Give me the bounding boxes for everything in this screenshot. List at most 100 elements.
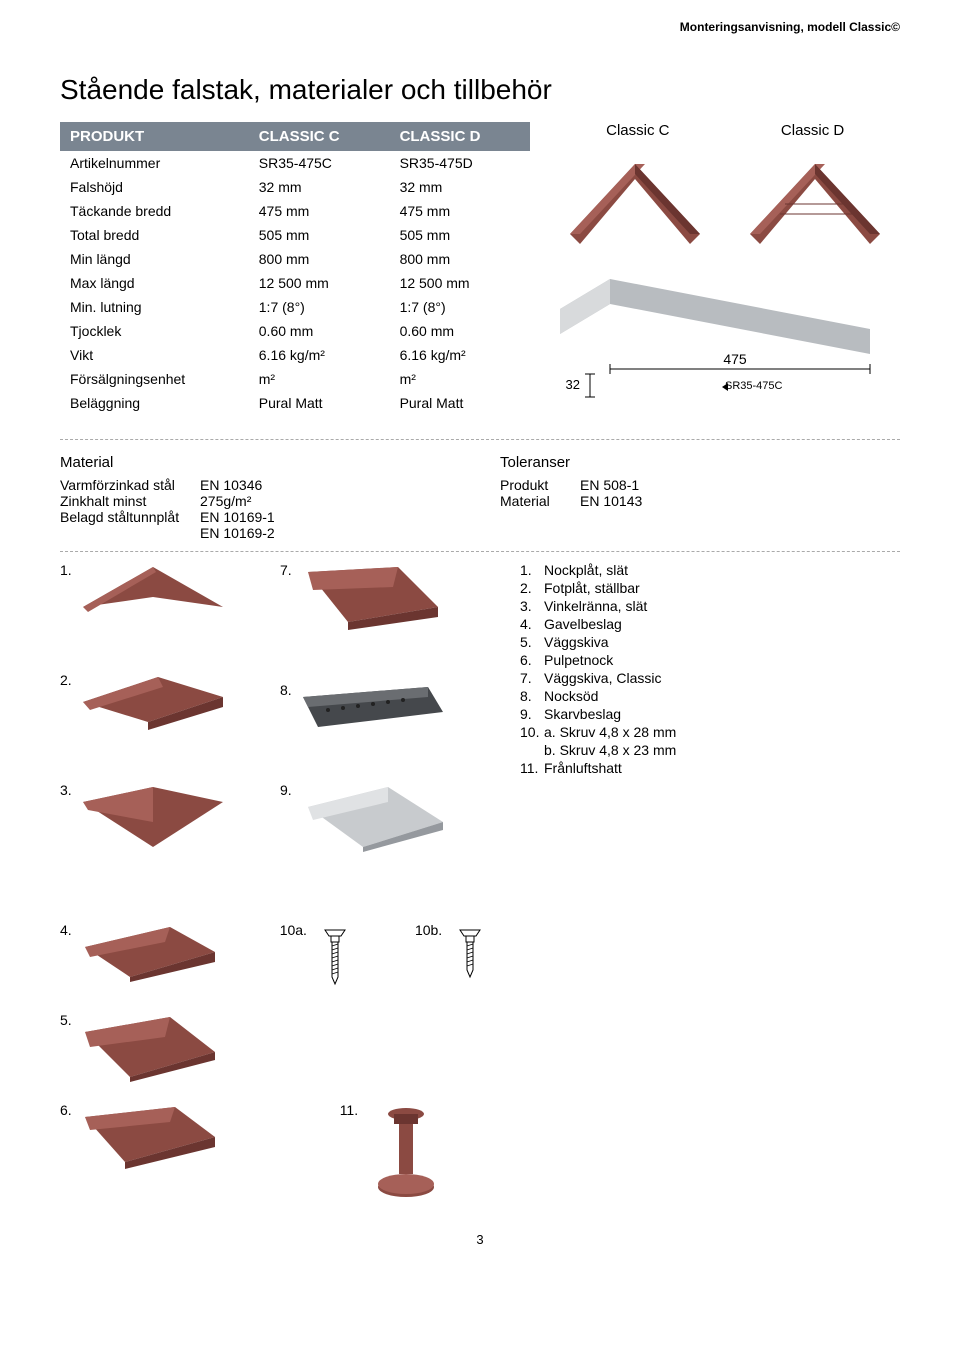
table-cell: 475 mm xyxy=(249,199,390,223)
th-classic-c: CLASSIC C xyxy=(249,122,390,151)
page-number: 3 xyxy=(60,1232,900,1247)
list-item: 2.Fotplåt, ställbar xyxy=(520,580,900,596)
part-number: 6. xyxy=(60,1102,72,1118)
tolerance-line: ProduktEN 508-1 xyxy=(500,477,900,493)
list-item: 4.Gavelbeslag xyxy=(520,616,900,632)
table-cell: Min längd xyxy=(60,247,249,271)
table-cell: Försälgningsenhet xyxy=(60,367,249,391)
profile-diagram: 475 32 SR35-475C xyxy=(550,269,900,399)
part-6-image xyxy=(80,1102,220,1172)
part-1-image xyxy=(78,562,228,622)
list-item: 11.Frånluftshatt xyxy=(520,760,900,776)
table-cell: 0.60 mm xyxy=(249,319,390,343)
table-cell: Pural Matt xyxy=(390,391,531,415)
list-item: 6.Pulpetnock xyxy=(520,652,900,668)
part-number: 10b. xyxy=(415,922,442,938)
table-cell: SR35-475D xyxy=(390,151,531,175)
table-row: Max längd12 500 mm12 500 mm xyxy=(60,271,530,295)
classic-c-image xyxy=(560,149,710,249)
table-row: BeläggningPural MattPural Matt xyxy=(60,391,530,415)
material-line: Varmförzinkad stålEN 10346 xyxy=(60,477,460,493)
part-9-image xyxy=(298,782,448,852)
list-item: b. Skruv 4,8 x 23 mm xyxy=(520,742,900,758)
part-2-image xyxy=(78,672,228,732)
table-row: Total bredd505 mm505 mm xyxy=(60,223,530,247)
list-item: 9.Skarvbeslag xyxy=(520,706,900,722)
table-cell: 32 mm xyxy=(249,175,390,199)
table-cell: m² xyxy=(249,367,390,391)
table-cell: 1:7 (8°) xyxy=(390,295,531,319)
tolerances-title: Toleranser xyxy=(500,454,900,471)
table-row: Falshöjd32 mm32 mm xyxy=(60,175,530,199)
part-4-image xyxy=(80,922,220,982)
diagram-height: 32 xyxy=(566,377,580,392)
table-cell: 800 mm xyxy=(390,247,531,271)
part-number: 10a. xyxy=(280,922,307,938)
table-cell: 0.60 mm xyxy=(390,319,531,343)
product-images xyxy=(550,149,900,249)
table-row: Försälgningsenhetm²m² xyxy=(60,367,530,391)
part-number: 11. xyxy=(340,1102,358,1118)
list-item: 3.Vinkelränna, slät xyxy=(520,598,900,614)
table-cell: m² xyxy=(390,367,531,391)
table-cell: 12 500 mm xyxy=(390,271,531,295)
th-classic-d: CLASSIC D xyxy=(390,122,531,151)
part-number: 8. xyxy=(280,682,292,698)
part-number: 7. xyxy=(280,562,292,578)
page-title: Stående falstak, materialer och tillbehö… xyxy=(60,74,900,106)
table-cell: 6.16 kg/m² xyxy=(249,343,390,367)
diagram-label: SR35-475C xyxy=(725,380,783,392)
table-cell: Min. lutning xyxy=(60,295,249,319)
divider xyxy=(60,551,900,552)
table-cell: Tjocklek xyxy=(60,319,249,343)
table-cell: 475 mm xyxy=(390,199,531,223)
table-cell: 505 mm xyxy=(249,223,390,247)
material-line: Belagd ståltunnplåtEN 10169-1 xyxy=(60,509,460,525)
table-cell: Total bredd xyxy=(60,223,249,247)
parts-column-mid: 7. 8. 9. xyxy=(280,562,480,902)
table-cell: 6.16 kg/m² xyxy=(390,343,531,367)
part-number: 3. xyxy=(60,782,72,798)
table-row: Täckande bredd475 mm475 mm xyxy=(60,199,530,223)
table-cell: Vikt xyxy=(60,343,249,367)
table-cell: Max längd xyxy=(60,271,249,295)
material-line: Zinkhalt minst275g/m² xyxy=(60,493,460,509)
part-number: 1. xyxy=(60,562,72,578)
material-line: EN 10169-2 xyxy=(60,525,460,541)
tolerances-block: Toleranser ProduktEN 508-1MaterialEN 101… xyxy=(500,454,900,541)
divider xyxy=(60,439,900,440)
table-cell: 12 500 mm xyxy=(249,271,390,295)
diagram-width: 475 xyxy=(724,351,748,367)
list-item: 10.a. Skruv 4,8 x 28 mm xyxy=(520,724,900,740)
part-8-image xyxy=(298,682,448,732)
table-row: ArtikelnummerSR35-475CSR35-475D xyxy=(60,151,530,175)
table-cell: Falshöjd xyxy=(60,175,249,199)
list-item: 1.Nockplåt, slät xyxy=(520,562,900,578)
part-3-image xyxy=(78,782,228,852)
list-item: 5.Väggskiva xyxy=(520,634,900,650)
th-produkt: PRODUKT xyxy=(60,122,249,151)
part-number: 9. xyxy=(280,782,292,798)
table-cell: 505 mm xyxy=(390,223,531,247)
screw-10a-image xyxy=(315,922,355,992)
table-row: Vikt6.16 kg/m²6.16 kg/m² xyxy=(60,343,530,367)
table-row: Tjocklek0.60 mm0.60 mm xyxy=(60,319,530,343)
table-cell: Beläggning xyxy=(60,391,249,415)
list-item: 8.Nocksöd xyxy=(520,688,900,704)
table-row: Min. lutning1:7 (8°)1:7 (8°) xyxy=(60,295,530,319)
part-number: 2. xyxy=(60,672,72,688)
table-cell: 32 mm xyxy=(390,175,531,199)
list-item: 7.Väggskiva, Classic xyxy=(520,670,900,686)
material-block: Material Varmförzinkad stålEN 10346Zinkh… xyxy=(60,454,460,541)
table-cell: Artikelnummer xyxy=(60,151,249,175)
table-cell: 800 mm xyxy=(249,247,390,271)
tolerance-line: MaterialEN 10143 xyxy=(500,493,900,509)
part-11-image xyxy=(366,1102,446,1202)
page-header: Monteringsanvisning, modell Classic© xyxy=(60,20,900,34)
table-cell: 1:7 (8°) xyxy=(249,295,390,319)
parts-list: 1.Nockplåt, slät 2.Fotplåt, ställbar 3.Vin… xyxy=(500,562,900,902)
spec-table: PRODUKT CLASSIC C CLASSIC D Artikelnumme… xyxy=(60,122,530,415)
table-row: Min längd800 mm800 mm xyxy=(60,247,530,271)
part-number: 4. xyxy=(60,922,72,938)
part-7-image xyxy=(298,562,448,632)
